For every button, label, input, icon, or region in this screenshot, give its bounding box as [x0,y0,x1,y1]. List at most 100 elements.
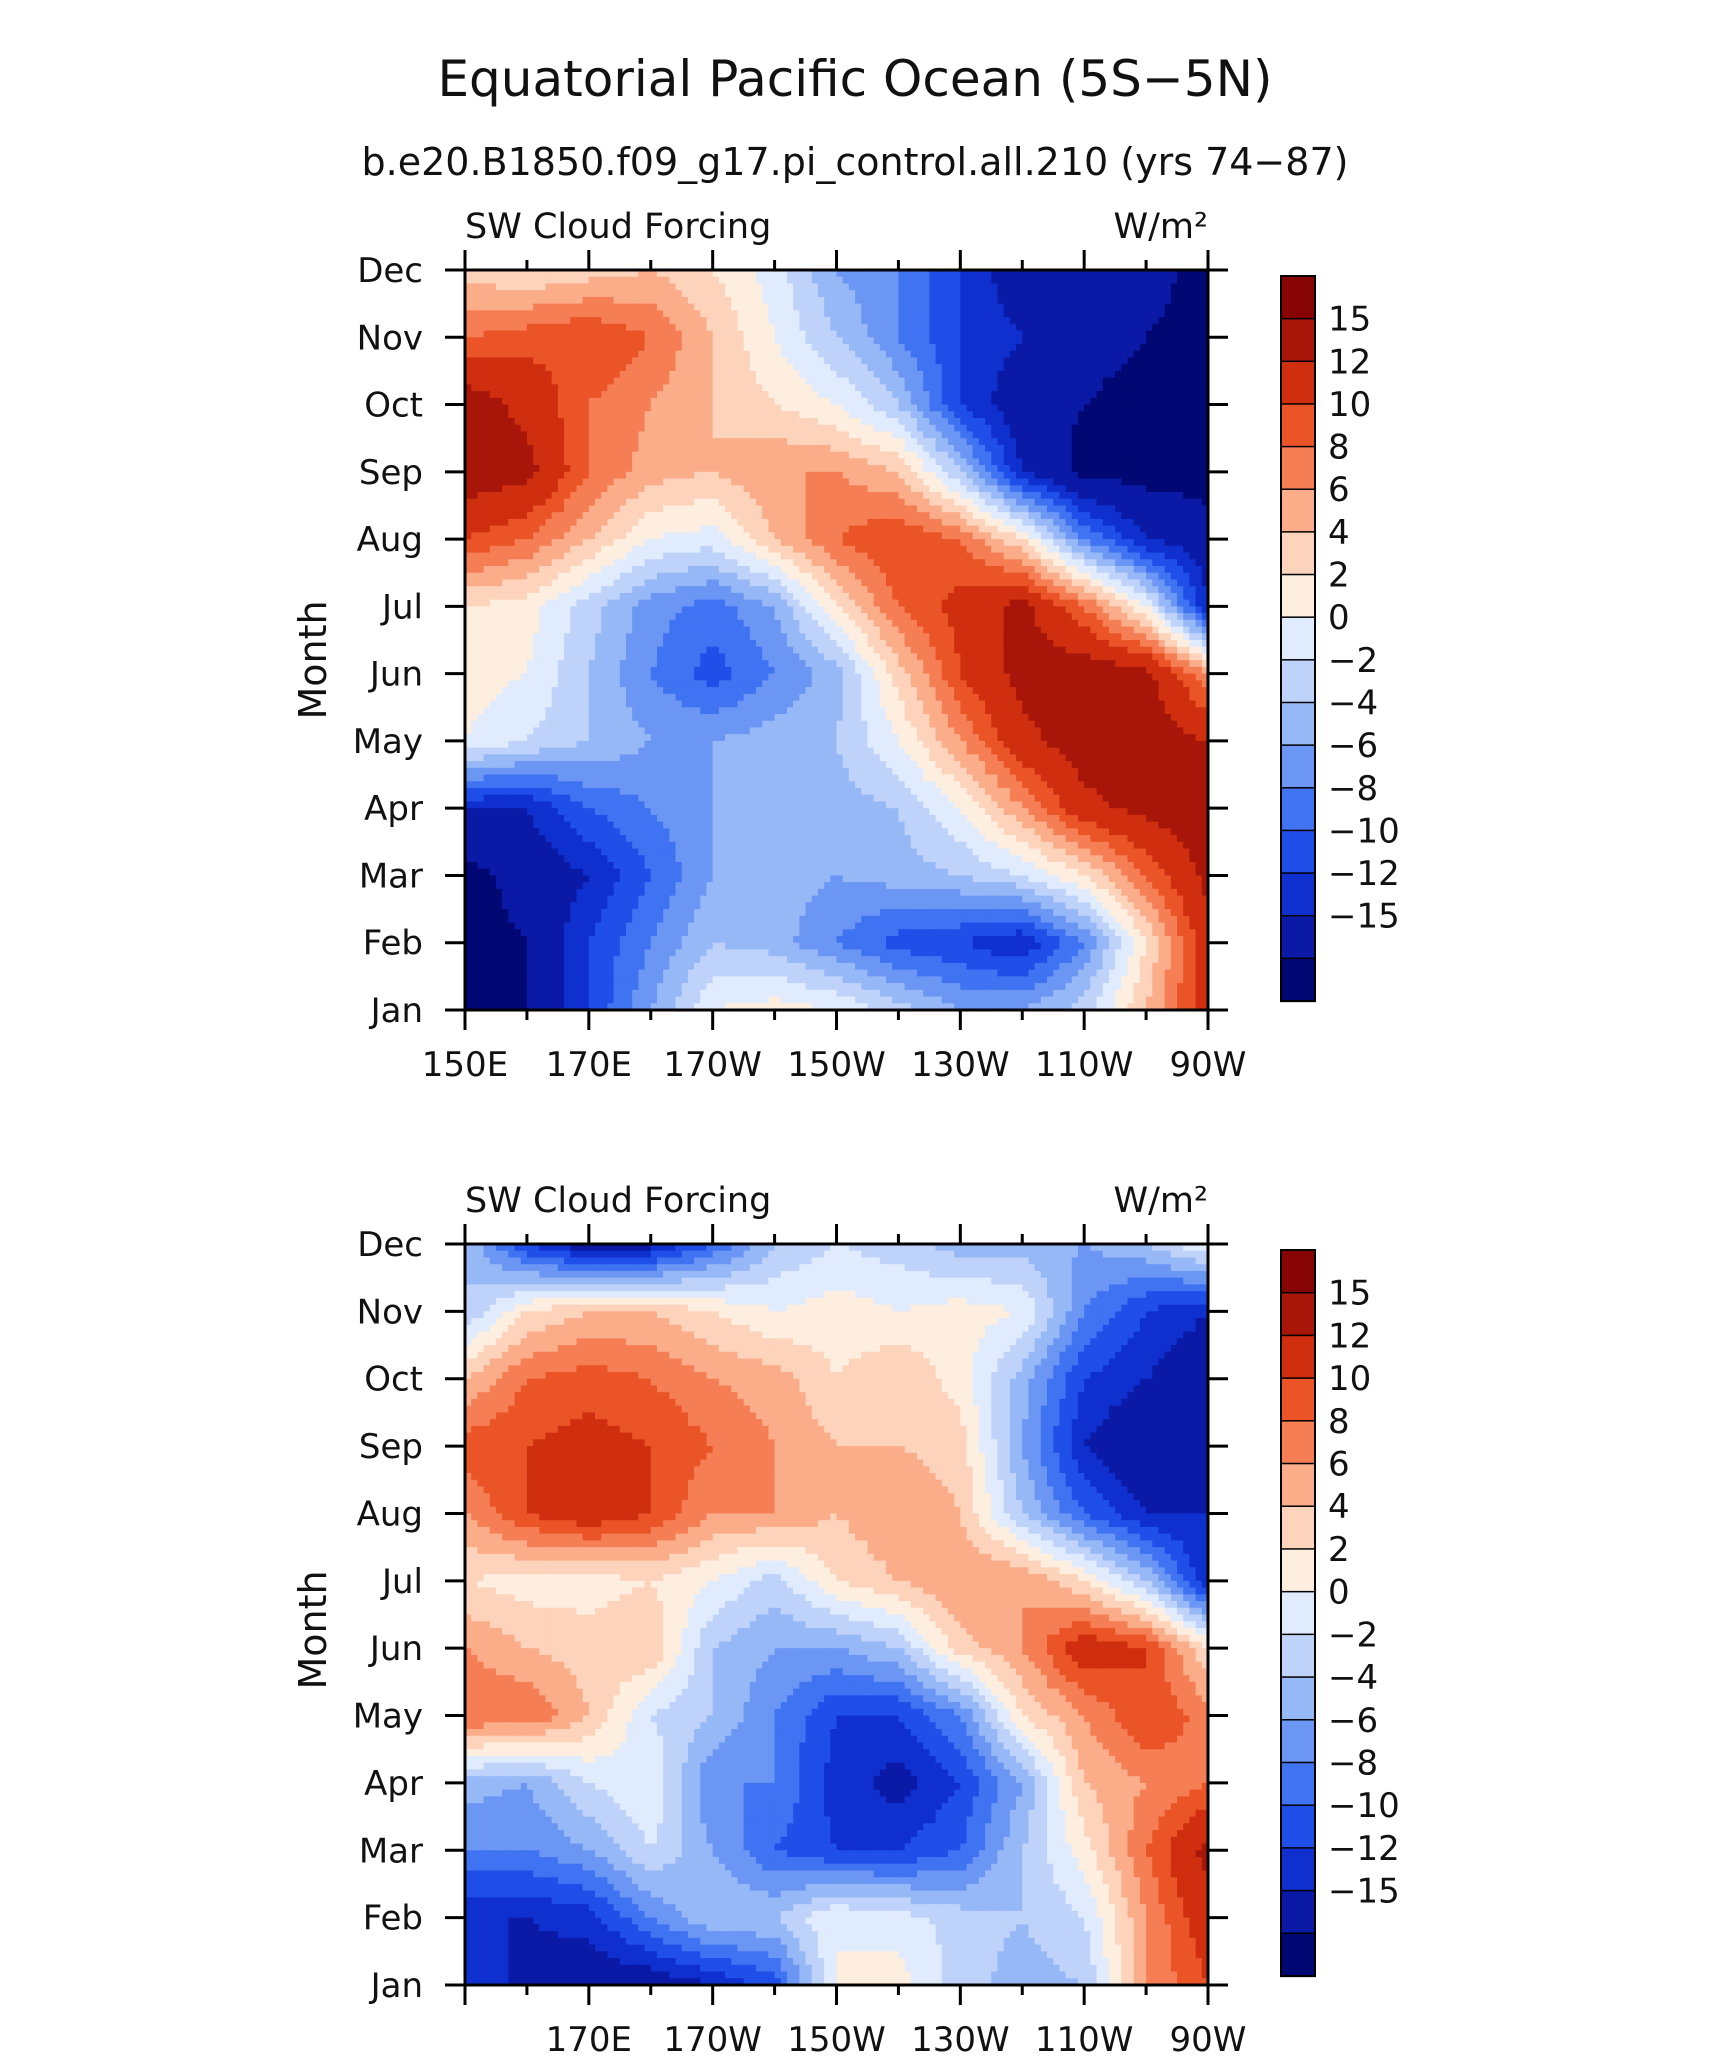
heatmap-model-cell [502,277,509,284]
heatmap-model-cell [1066,499,1073,506]
heatmap-model-cell [1146,391,1153,398]
heatmap-model-cell [725,290,732,297]
heatmap-model-cell [1109,391,1116,398]
heatmap-model-cell [1140,438,1147,445]
heatmap-model-cell [948,458,955,465]
heatmap-model-cell [997,351,1004,358]
heatmap-model-cell [1171,324,1178,331]
heatmap-model-cell [620,458,627,465]
heatmap-model-cell [558,492,565,499]
heatmap-model-cell [886,304,893,311]
heatmap-model-cell [855,425,862,432]
heatmap-model-cell [713,297,720,304]
heatmap-model-cell [1171,492,1178,499]
heatmap-model-cell [595,499,602,506]
heatmap-model-cell [1022,512,1029,519]
heatmap-model-cell [1115,344,1122,351]
heatmap-model-cell [508,277,515,284]
heatmap-model-cell [1047,485,1054,492]
heatmap-model-cell [1189,438,1196,445]
heatmap-model-cell [1084,499,1091,506]
heatmap-model-cell [515,378,522,385]
heatmap-model-cell [917,505,924,512]
heatmap-model-cell [837,425,844,432]
heatmap-model-cell [1146,304,1153,311]
heatmap-model-cell [601,519,608,526]
heatmap-model-cell [1084,418,1091,425]
heatmap-model-cell [911,317,918,324]
heatmap-model-cell [1035,479,1042,486]
heatmap-model-cell [477,317,484,324]
heatmap-model-cell [923,391,930,398]
heatmap-model-cell [1016,539,1023,546]
heatmap-model-cell [471,472,478,479]
heatmap-model-cell [744,465,751,472]
heatmap-model-cell [1010,532,1017,539]
heatmap-model-cell [731,277,738,284]
heatmap-model-cell [861,519,868,526]
heatmap-model-cell [861,505,868,512]
heatmap-model-cell [527,283,534,290]
heatmap-model-cell [1028,532,1035,539]
heatmap-model-cell [892,310,899,317]
heatmap-model-cell [867,405,874,412]
heatmap-model-cell [960,297,967,304]
heatmap-model-cell [861,344,868,351]
heatmap-model-cell [775,391,782,398]
heatmap-model-cell [1084,357,1091,364]
heatmap-model-cell [1152,438,1159,445]
heatmap-model-cell [601,297,608,304]
heatmap-model-cell [589,364,596,371]
heatmap-model-cell [601,344,608,351]
heatmap-model-cell [471,425,478,432]
heatmap-model-cell [768,532,775,539]
heatmap-model-cell [682,445,689,452]
heatmap-model-cell [917,458,924,465]
heatmap-model-cell [886,331,893,338]
heatmap-model-cell [626,532,633,539]
heatmap-model-cell [1146,479,1153,486]
heatmap-model-cell [676,398,683,405]
heatmap-model-cell [502,310,509,317]
heatmap-model-cell [781,364,788,371]
heatmap-model-cell [676,438,683,445]
heatmap-model-cell [1146,418,1153,425]
heatmap-model-cell [638,492,645,499]
heatmap-model-cell [583,351,590,358]
heatmap-model-cell [898,479,905,486]
heatmap-model-cell [713,546,720,553]
heatmap-model-cell [545,371,552,378]
heatmap-model-cell [923,297,930,304]
heatmap-model-cell [991,331,998,338]
heatmap-model-cell [781,398,788,405]
heatmap-model-cell [750,371,757,378]
heatmap-model-cell [973,378,980,385]
heatmap-model-cell [762,364,769,371]
heatmap-model-cell [750,351,757,358]
heatmap-model-cell [936,364,943,371]
heatmap-model-cell [799,519,806,526]
heatmap-model-cell [490,485,497,492]
heatmap-model-cell [533,371,540,378]
heatmap-model-cell [713,331,720,338]
heatmap-model-cell [1165,310,1172,317]
heatmap-model-cell [973,317,980,324]
heatmap-model-cell [496,405,503,412]
heatmap-model-cell [1189,277,1196,284]
heatmap-model-cell [638,499,645,506]
heatmap-model-cell [942,512,949,519]
heatmap-model-cell [614,364,621,371]
heatmap-model-cell [694,344,701,351]
heatmap-model-cell [830,283,837,290]
heatmap-model-cell [744,411,751,418]
heatmap-model-cell [1183,364,1190,371]
heatmap-model-cell [929,512,936,519]
heatmap-model-cell [737,405,744,412]
heatmap-model-cell [744,438,751,445]
heatmap-model-cell [973,405,980,412]
heatmap-model-cell [484,283,491,290]
heatmap-model-cell [545,378,552,385]
heatmap-model-cell [1066,445,1073,452]
heatmap-model-cell [892,519,899,526]
heatmap-model-cell [1146,364,1153,371]
